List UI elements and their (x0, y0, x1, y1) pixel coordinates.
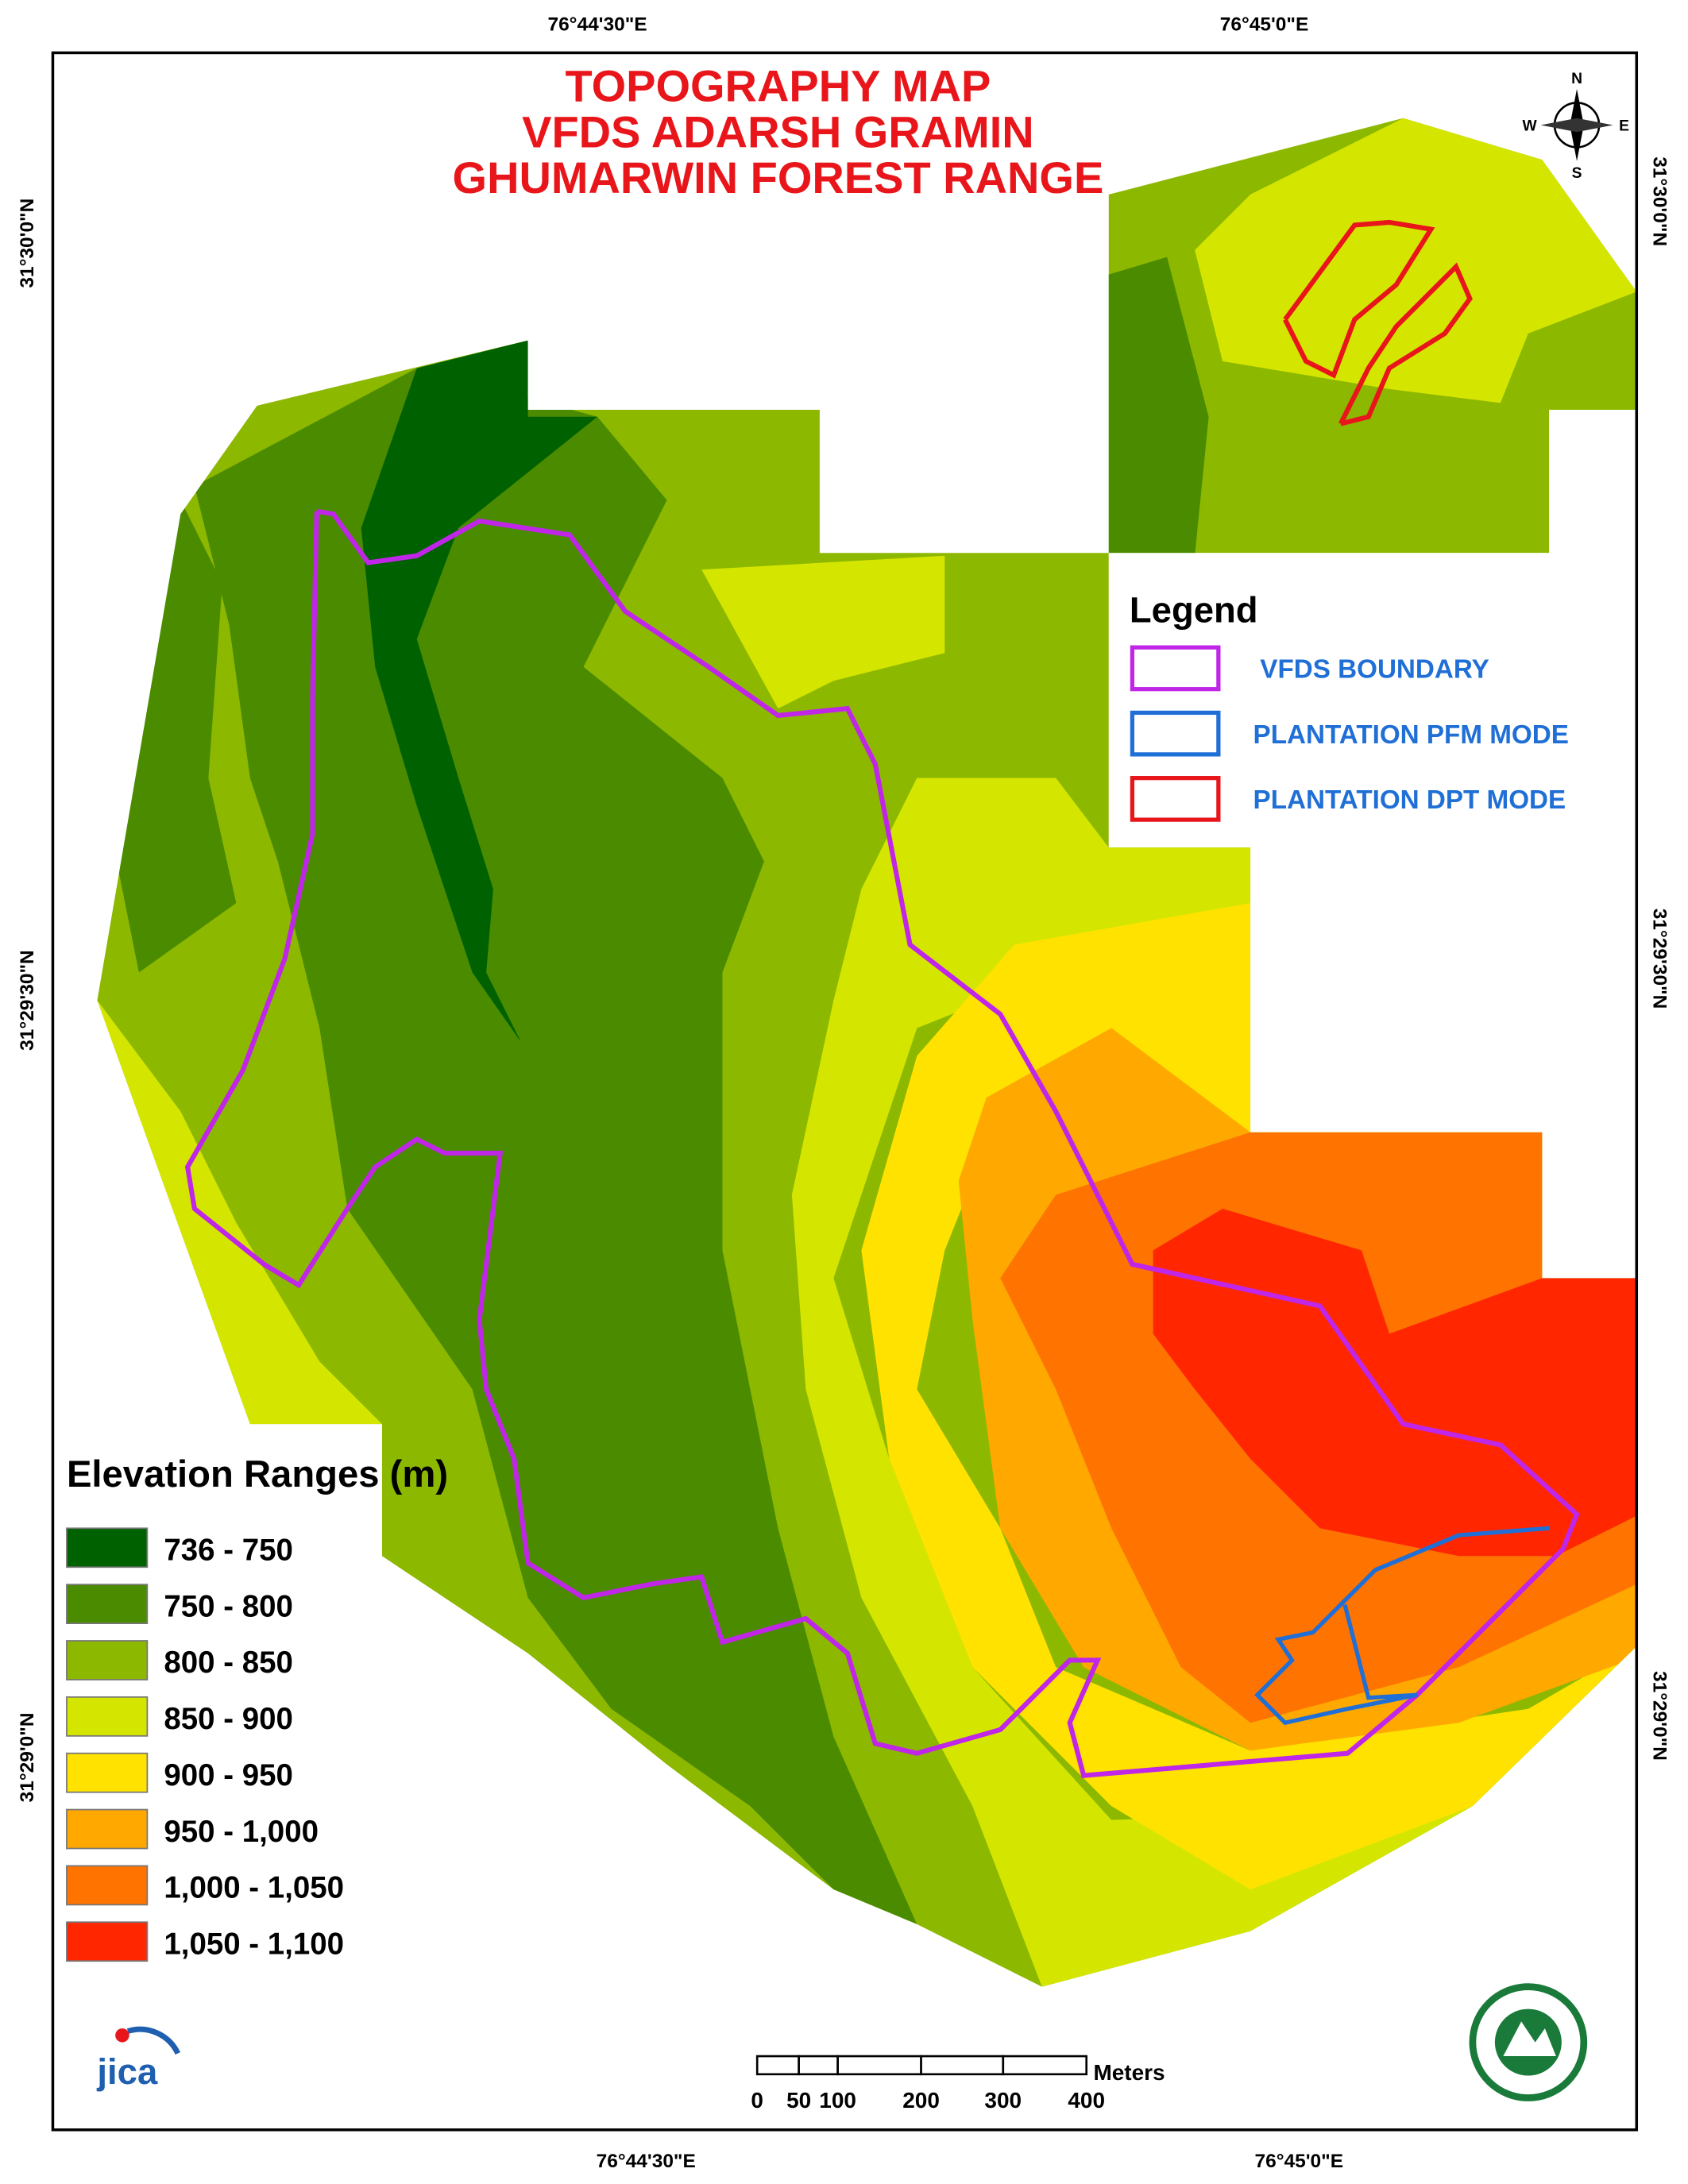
elevation-label: 950 - 1,000 (164, 1815, 319, 1849)
logo-jica: jica (96, 2026, 181, 2092)
zone (861, 903, 1637, 1890)
zone (361, 340, 598, 1043)
zone (701, 555, 945, 709)
coord-label: 31°29'30"N (1648, 909, 1670, 1009)
scale-segment (836, 2055, 922, 2076)
coord-label: 31°29'0"N (17, 1712, 38, 1802)
coord-label: 76°44'30"E (547, 14, 647, 35)
scale-label: 400 (1068, 2088, 1105, 2113)
compass-needle (1540, 118, 1613, 133)
compass-w: W (1523, 118, 1538, 134)
map-frame (51, 51, 1639, 2132)
coord-label: 31°29'0"N (1648, 1671, 1670, 1761)
legend-swatch (1130, 710, 1221, 757)
dpt-plantation (1283, 219, 1435, 379)
scale-segment (755, 2055, 800, 2076)
map-title: TOPOGRAPHY MAP (565, 61, 991, 111)
legend-title: Legend (1130, 590, 1258, 631)
scale-label: 200 (902, 2088, 940, 2113)
scale-label: 0 (751, 2088, 763, 2113)
elevation-swatch (66, 1921, 149, 1962)
legend-label: PLANTATION PFM MODE (1253, 720, 1569, 750)
elevation-swatch (66, 1584, 149, 1625)
scale-segment (1002, 2055, 1088, 2076)
scale-label: 100 (819, 2088, 856, 2113)
compass-n: N (1571, 71, 1582, 87)
map-title: VFDS ADARSH GRAMIN (522, 106, 1034, 156)
pfm-plantation (1254, 1526, 1550, 1726)
elevation-label: 750 - 800 (164, 1589, 293, 1623)
boundaries (184, 219, 1580, 1778)
map-title: GHUMARWIN FOREST RANGE (453, 152, 1104, 203)
elevation-swatch (66, 1865, 149, 1906)
zone (791, 778, 1473, 1987)
elevation-swatch (66, 1527, 149, 1569)
coord-label: 31°30'0"N (17, 199, 38, 288)
legend-swatch (1130, 776, 1221, 822)
legend-label: VFDS BOUNDARY (1260, 655, 1489, 685)
coord-label: 76°45'0"E (1220, 14, 1309, 35)
scale-bar: 0 50 100 200 300 400 Meters (751, 2055, 1165, 2113)
zone (194, 368, 917, 1924)
vfds-boundary (184, 508, 1580, 1778)
scale-segment (798, 2055, 839, 2076)
jica-text: jica (96, 2051, 158, 2092)
compass-e: E (1619, 118, 1629, 134)
zone (1108, 257, 1209, 554)
coord-label: 76°44'30"E (597, 2151, 696, 2172)
elevation-label: 1,050 - 1,100 (164, 1927, 344, 1961)
compass: N E S W (1523, 71, 1630, 182)
scale-unit: Meters (1093, 2060, 1165, 2085)
zone (1195, 118, 1637, 403)
coord-label: 31°30'0"N (1648, 156, 1670, 246)
elevation-label: 1,000 - 1,050 (164, 1871, 344, 1905)
elevation-swatch (66, 1640, 149, 1680)
elevation-label: 800 - 850 (164, 1646, 293, 1680)
elevation-label: 736 - 750 (164, 1534, 293, 1568)
compass-s: S (1572, 165, 1582, 182)
legend-swatch (1130, 645, 1221, 692)
inset-map (1108, 118, 1637, 554)
elevation-swatch (66, 1752, 149, 1793)
logo-green (1469, 1983, 1588, 2101)
elevation-swatch (66, 1808, 149, 1850)
scale-segment (920, 2055, 1005, 2076)
scale-label: 50 (786, 2088, 811, 2113)
elevation-label: 900 - 950 (164, 1758, 293, 1792)
legend-label: PLANTATION DPT MODE (1253, 785, 1566, 815)
coord-label: 76°45'0"E (1255, 2151, 1344, 2172)
dpt-plantation (1338, 262, 1473, 426)
elevation-swatch (66, 1696, 149, 1737)
scale-label: 300 (984, 2088, 1022, 2113)
elevation-title: Elevation Ranges (m) (67, 1453, 448, 1495)
coord-label: 31°29'30"N (17, 950, 38, 1051)
elevation-label: 850 - 900 (164, 1702, 293, 1736)
